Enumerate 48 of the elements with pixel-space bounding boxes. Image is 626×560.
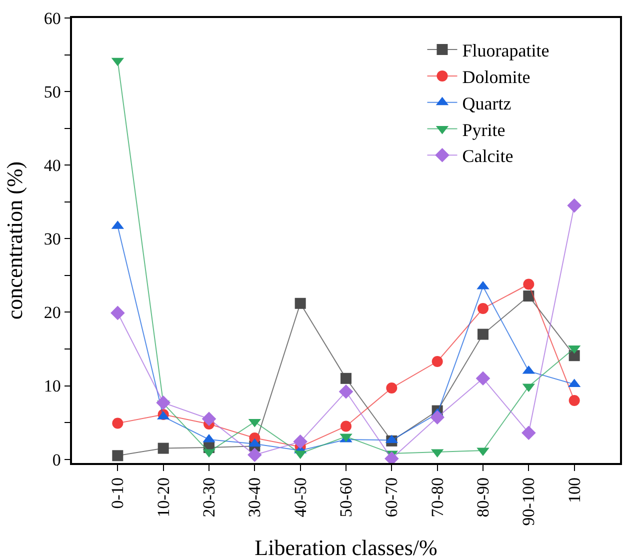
legend-label: Calcite — [462, 146, 514, 166]
point — [158, 442, 169, 454]
x-tick-label: 60-70 — [382, 478, 402, 518]
y-axis-title: concentration (%) — [2, 161, 28, 320]
point — [293, 434, 308, 449]
point — [523, 278, 534, 290]
y-tick-label: 40 — [44, 156, 61, 176]
legend-label: Dolomite — [462, 66, 530, 87]
x-tick-label: 40-50 — [290, 478, 310, 518]
point — [432, 356, 443, 367]
point — [202, 412, 216, 426]
point — [112, 418, 124, 429]
x-tick-label: 30-40 — [245, 478, 264, 518]
point — [340, 372, 352, 384]
x-axis-title: Liberation classes/% — [254, 535, 438, 560]
point — [386, 382, 398, 394]
x-tick-label: 70-80 — [428, 478, 447, 518]
y-tick-label: 20 — [44, 303, 61, 322]
y-tick-label: 60 — [44, 8, 61, 28]
x-tick-label: 100 — [564, 478, 584, 504]
x-tick-label: 20-30 — [200, 478, 219, 518]
legend-label: Pyrite — [462, 120, 506, 140]
y-tick-label: 10 — [44, 376, 61, 396]
x-tick-label: 0-10 — [108, 478, 128, 509]
x-tick-label: 10-20 — [154, 478, 173, 518]
legend-label: Fluorapatite — [462, 40, 550, 61]
point — [340, 420, 352, 432]
point — [248, 448, 262, 462]
point — [568, 394, 580, 406]
point — [523, 290, 534, 302]
y-tick-label: 50 — [44, 82, 61, 102]
point — [478, 328, 488, 340]
legend-label: Quartz — [462, 93, 512, 114]
x-tick-label: 90-100 — [519, 478, 538, 526]
point — [478, 303, 488, 314]
point — [567, 198, 582, 213]
point — [294, 298, 306, 309]
point — [476, 371, 490, 386]
point — [338, 384, 354, 399]
point — [522, 426, 536, 440]
point — [156, 396, 170, 410]
point — [430, 410, 444, 425]
y-tick-label: 0 — [52, 450, 61, 470]
x-tick-label: 80-90 — [474, 478, 493, 518]
point — [110, 306, 125, 320]
y-tick-label: 30 — [44, 230, 61, 249]
x-tick-label: 50-60 — [336, 478, 356, 518]
point — [112, 450, 124, 462]
